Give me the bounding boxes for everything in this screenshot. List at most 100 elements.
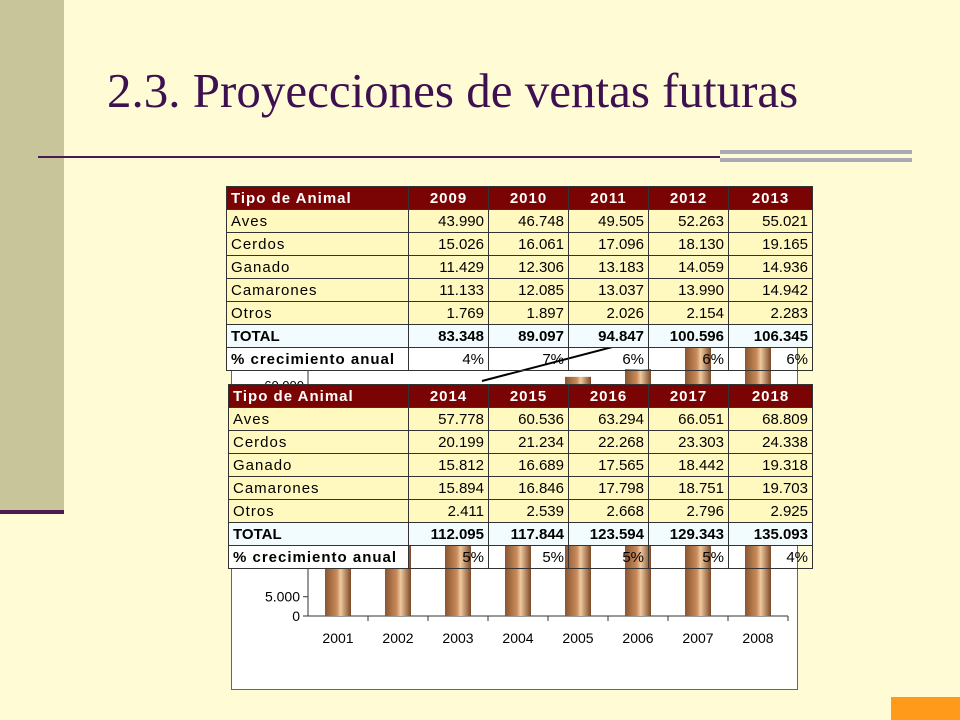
row-label: Aves	[226, 209, 409, 233]
row-label: Camarones	[228, 476, 409, 500]
total-cell: 129.343	[648, 522, 729, 546]
table-cell: 2.154	[648, 301, 729, 325]
table-cell: 13.990	[648, 278, 729, 302]
title-rule-accent-top	[720, 150, 912, 154]
column-header: 2018	[728, 384, 813, 408]
table-cell: 22.268	[568, 430, 649, 454]
table-cell: 2.283	[728, 301, 813, 325]
growth-cell: 6%	[728, 347, 813, 371]
table-cell: 46.748	[488, 209, 569, 233]
table-row: Camarones 15.894 16.846 17.798 18.751 19.703	[228, 476, 813, 500]
column-header: 2010	[488, 186, 569, 210]
row-label: Camarones	[226, 278, 409, 302]
table-cell: 1.769	[408, 301, 489, 325]
table-cell: 15.894	[408, 476, 489, 500]
table-row: Aves 43.990 46.748 49.505 52.263 55.021	[226, 209, 813, 233]
row-label: Cerdos	[226, 232, 409, 256]
table-cell: 2.925	[728, 499, 813, 523]
table-cell: 17.096	[568, 232, 649, 256]
total-row: TOTAL 112.095 117.844 123.594 129.343 135.093	[228, 522, 813, 546]
table-cell: 17.565	[568, 453, 649, 477]
table-cell: 12.306	[488, 255, 569, 279]
x-tick-label: 2007	[682, 630, 713, 646]
sales-table-2009-2013: Tipo de Animal 2009 2010 2011 2012 2013 Aves 43…	[226, 186, 813, 371]
title-rule	[38, 156, 720, 158]
table-cell: 2.026	[568, 301, 649, 325]
table-cell: 1.897	[488, 301, 569, 325]
total-cell: 106.345	[728, 324, 813, 348]
table-cell: 12.085	[488, 278, 569, 302]
column-header: 2009	[408, 186, 489, 210]
growth-cell: 4%	[408, 347, 489, 371]
growth-label: % crecimiento anual	[226, 347, 409, 371]
table-cell: 18.751	[648, 476, 729, 500]
x-tick-label: 2005	[562, 630, 593, 646]
row-label: Otros	[226, 301, 409, 325]
title-rule-accent-bottom	[720, 158, 912, 162]
table-cell: 16.846	[488, 476, 569, 500]
growth-label: % crecimiento anual	[228, 545, 409, 569]
growth-cell: 6%	[648, 347, 729, 371]
x-tick-label: 2003	[442, 630, 473, 646]
table-row: Otros 1.769 1.897 2.026 2.154 2.283	[226, 301, 813, 325]
table-cell: 43.990	[408, 209, 489, 233]
table-cell: 16.061	[488, 232, 569, 256]
table-row: Ganado 11.429 12.306 13.183 14.059 14.936	[226, 255, 813, 279]
table-cell: 20.199	[408, 430, 489, 454]
total-label: TOTAL	[226, 324, 409, 348]
table-cell: 15.812	[408, 453, 489, 477]
growth-cell: 7%	[488, 347, 569, 371]
table-cell: 2.796	[648, 499, 729, 523]
x-tick-label: 2008	[742, 630, 773, 646]
table-cell: 19.703	[728, 476, 813, 500]
table-cell: 52.263	[648, 209, 729, 233]
table-cell: 23.303	[648, 430, 729, 454]
row-label: Ganado	[228, 453, 409, 477]
column-header: 2011	[568, 186, 649, 210]
column-header: 2017	[648, 384, 729, 408]
table-row: Cerdos 15.026 16.061 17.096 18.130 19.165	[226, 232, 813, 256]
column-header: 2016	[568, 384, 649, 408]
growth-cell: 6%	[568, 347, 649, 371]
table-header-row: Tipo de Animal 2009 2010 2011 2012 2013	[226, 186, 813, 210]
row-label: Otros	[228, 499, 409, 523]
table-row: Camarones 11.133 12.085 13.037 13.990 14.942	[226, 278, 813, 302]
table-cell: 18.442	[648, 453, 729, 477]
table-cell: 15.026	[408, 232, 489, 256]
table-cell: 19.318	[728, 453, 813, 477]
table-row: Ganado 15.812 16.689 17.565 18.442 19.318	[228, 453, 813, 477]
table-cell: 2.668	[568, 499, 649, 523]
table-cell: 66.051	[648, 407, 729, 431]
y-tick-label: 0	[292, 608, 300, 624]
total-row: TOTAL 83.348 89.097 94.847 100.596 106.345	[226, 324, 813, 348]
table-cell: 55.021	[728, 209, 813, 233]
growth-cell: 5%	[568, 545, 649, 569]
x-tick-label: 2002	[382, 630, 413, 646]
table-row: Cerdos 20.199 21.234 22.268 23.303 24.338	[228, 430, 813, 454]
left-accent-line	[0, 510, 64, 514]
total-cell: 123.594	[568, 522, 649, 546]
table-cell: 68.809	[728, 407, 813, 431]
table-cell: 17.798	[568, 476, 649, 500]
x-tick-label: 2004	[502, 630, 533, 646]
table-cell: 11.133	[408, 278, 489, 302]
sales-table-2014-2018: Tipo de Animal 2014 2015 2016 2017 2018 Aves 57…	[228, 384, 813, 569]
row-label: Ganado	[226, 255, 409, 279]
row-label: Cerdos	[228, 430, 409, 454]
slide-title: 2.3. Proyecciones de ventas futuras	[107, 63, 799, 118]
table-cell: 13.037	[568, 278, 649, 302]
total-cell: 112.095	[408, 522, 489, 546]
table-header-row: Tipo de Animal 2014 2015 2016 2017 2018	[228, 384, 813, 408]
y-tick-label: 5.000	[265, 589, 300, 605]
total-cell: 94.847	[568, 324, 649, 348]
column-header: Tipo de Animal	[226, 186, 409, 210]
total-cell: 117.844	[488, 522, 569, 546]
table-cell: 14.059	[648, 255, 729, 279]
slide-corner-tab	[891, 697, 960, 720]
table-cell: 14.942	[728, 278, 813, 302]
table-cell: 19.165	[728, 232, 813, 256]
growth-cell: 5%	[408, 545, 489, 569]
table-cell: 49.505	[568, 209, 649, 233]
table-row: Otros 2.411 2.539 2.668 2.796 2.925	[228, 499, 813, 523]
column-header: Tipo de Animal	[228, 384, 409, 408]
